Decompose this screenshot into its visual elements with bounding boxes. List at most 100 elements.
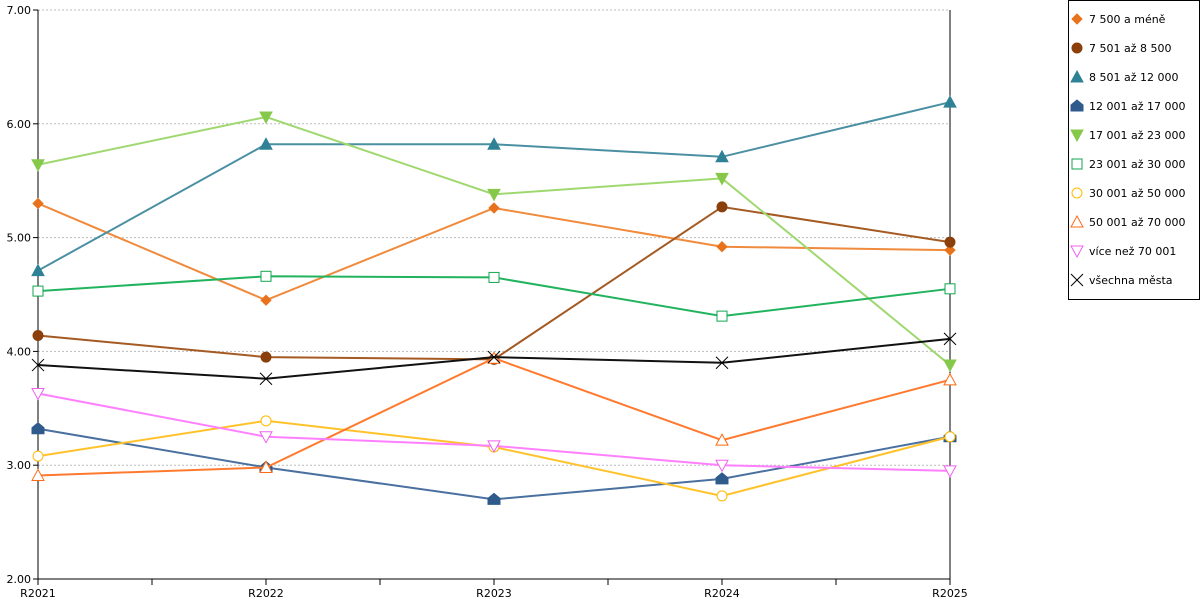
y-tick-label: 7.00 bbox=[7, 4, 32, 17]
data-point bbox=[488, 271, 500, 283]
data-point bbox=[716, 201, 728, 213]
data-point bbox=[260, 415, 272, 427]
data-point bbox=[31, 422, 45, 435]
legend-label: 7 500 a méně bbox=[1089, 13, 1166, 26]
series bbox=[31, 388, 957, 478]
legend-item: 17 001 až 23 000 bbox=[1070, 129, 1186, 143]
data-point bbox=[31, 263, 45, 277]
series bbox=[32, 270, 956, 322]
series bbox=[31, 332, 957, 386]
legend-label: 8 501 až 12 000 bbox=[1089, 71, 1179, 84]
legend-item: více než 70 001 bbox=[1070, 245, 1176, 259]
legend-item: 50 001 až 70 000 bbox=[1070, 214, 1186, 229]
legend-label: 12 001 až 17 000 bbox=[1089, 100, 1186, 113]
data-point bbox=[715, 149, 729, 163]
data-point bbox=[260, 270, 272, 282]
data-point bbox=[488, 202, 500, 214]
legend-label: 50 001 až 70 000 bbox=[1089, 216, 1186, 229]
legend-item: 23 001 až 30 000 bbox=[1071, 158, 1186, 171]
data-point bbox=[259, 111, 273, 125]
legend-marker-icon bbox=[1070, 245, 1084, 259]
y-tick-label: 4.00 bbox=[7, 345, 32, 358]
series-line bbox=[37, 115, 951, 366]
legend-item: 7 501 až 8 500 bbox=[1071, 42, 1172, 55]
series-line bbox=[37, 392, 951, 472]
legend-label: více než 70 001 bbox=[1089, 245, 1176, 258]
legend-label: 30 001 až 50 000 bbox=[1089, 187, 1186, 200]
legend-label: všechna města bbox=[1089, 274, 1173, 287]
y-tick-label: 3.00 bbox=[7, 459, 32, 472]
series-line bbox=[37, 357, 951, 477]
series-line bbox=[37, 101, 951, 272]
legend-marker-icon bbox=[1071, 42, 1083, 54]
legend-item: 12 001 až 17 000 bbox=[1070, 99, 1186, 113]
data-point bbox=[31, 388, 45, 401]
legend-label: 17 001 až 23 000 bbox=[1089, 129, 1186, 142]
legend-marker-icon bbox=[1071, 158, 1083, 170]
legend-label: 7 501 až 8 500 bbox=[1089, 42, 1172, 55]
series-line bbox=[37, 427, 951, 501]
data-point bbox=[944, 431, 956, 443]
data-point bbox=[32, 450, 44, 462]
data-point bbox=[943, 332, 957, 346]
data-point bbox=[259, 137, 273, 150]
legend-marker-icon bbox=[1071, 13, 1083, 25]
legend-marker-icon bbox=[1071, 187, 1083, 199]
y-tick-label: 6.00 bbox=[7, 118, 32, 131]
data-point bbox=[715, 459, 729, 473]
data-point bbox=[487, 137, 501, 150]
data-point bbox=[944, 283, 956, 295]
data-point bbox=[943, 372, 957, 386]
x-tick-label: R2024 bbox=[704, 587, 740, 600]
data-point bbox=[944, 236, 956, 248]
series-line bbox=[37, 419, 951, 497]
x-tick-label: R2023 bbox=[476, 587, 512, 600]
data-point bbox=[716, 310, 728, 322]
data-point bbox=[487, 492, 501, 505]
data-point bbox=[943, 95, 957, 108]
legend-marker-icon bbox=[1070, 214, 1084, 228]
data-point bbox=[31, 358, 45, 372]
data-point bbox=[31, 468, 45, 481]
data-point bbox=[943, 359, 957, 373]
data-point bbox=[32, 285, 44, 297]
data-point bbox=[715, 172, 729, 186]
legend-marker-icon bbox=[1070, 69, 1084, 83]
legend-item: 8 501 až 12 000 bbox=[1070, 69, 1179, 84]
legend-item: 7 500 a méně bbox=[1071, 13, 1166, 26]
data-point bbox=[487, 188, 501, 202]
legend-marker-icon bbox=[1070, 99, 1084, 112]
y-tick-label: 2.00 bbox=[7, 573, 32, 586]
series bbox=[32, 415, 956, 502]
legend-marker-icon bbox=[1070, 273, 1084, 287]
data-point bbox=[715, 472, 729, 485]
data-point bbox=[260, 351, 272, 363]
series bbox=[31, 95, 957, 277]
data-point bbox=[259, 460, 273, 473]
data-point bbox=[487, 440, 501, 453]
data-point bbox=[31, 159, 45, 172]
x-tick-label: R2022 bbox=[248, 587, 284, 600]
legend-marker-icon bbox=[1070, 129, 1084, 143]
series bbox=[31, 422, 957, 505]
series bbox=[31, 111, 957, 373]
legend-item: 30 001 až 50 000 bbox=[1071, 187, 1186, 200]
data-point bbox=[715, 356, 729, 370]
legend-item: všechna města bbox=[1070, 273, 1173, 287]
x-tick-label: R2025 bbox=[932, 587, 968, 600]
y-tick-label: 5.00 bbox=[7, 232, 32, 245]
x-tick-label: R2021 bbox=[20, 587, 56, 600]
data-point bbox=[716, 240, 728, 253]
data-point bbox=[259, 372, 273, 386]
legend-box bbox=[1068, 0, 1200, 300]
series bbox=[32, 197, 956, 306]
data-point bbox=[716, 490, 728, 502]
data-point bbox=[260, 294, 272, 306]
data-point bbox=[487, 350, 501, 364]
data-point bbox=[943, 465, 957, 478]
legend-label: 23 001 až 30 000 bbox=[1089, 158, 1186, 171]
data-point bbox=[715, 433, 729, 446]
data-point bbox=[259, 431, 273, 444]
data-point bbox=[32, 197, 44, 210]
data-point bbox=[944, 244, 956, 256]
